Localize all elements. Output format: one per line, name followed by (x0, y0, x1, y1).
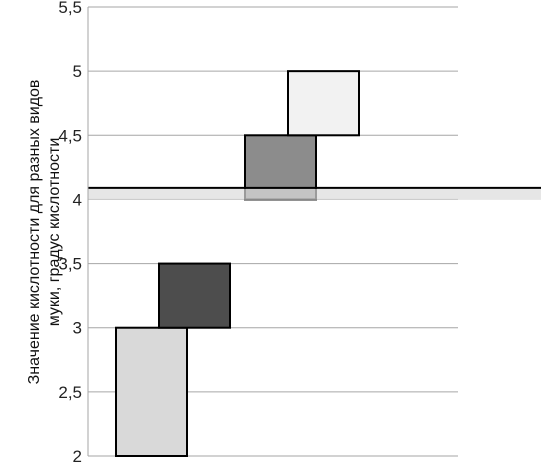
y-axis-title-line-1: Значение кислотности для разных видов (26, 80, 43, 385)
reference-line-shadow (88, 188, 541, 200)
y-axis-title-line-2: муки, градус кислотности (46, 138, 63, 327)
reference-line-group (88, 186, 541, 200)
y-tick-label-5: 4,5 (58, 126, 82, 145)
y-tick-label-2: 3 (73, 319, 82, 338)
bar-1 (115, 326, 188, 458)
y-tick-label-3: 3,5 (58, 255, 82, 274)
y-tick-label-1: 2,5 (58, 383, 82, 402)
y-tick-label-7: 5,5 (58, 0, 82, 17)
y-tick-label-0: 2 (73, 447, 82, 462)
y-tick-label-6: 5 (73, 62, 82, 81)
bar-4 (287, 70, 360, 137)
y-tick-labels: 2 2,5 3 3,5 4 4,5 5 5,5 (58, 0, 82, 462)
y-axis-title: Значение кислотности для разных видов мук… (26, 80, 63, 385)
bar-2 (158, 262, 231, 329)
y-tick-label-4: 4 (73, 190, 82, 209)
